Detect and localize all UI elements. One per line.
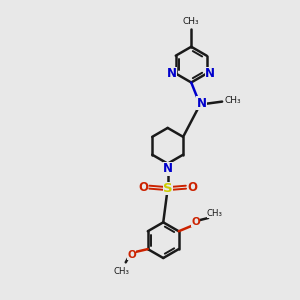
Text: S: S (163, 182, 172, 195)
Text: O: O (188, 181, 197, 194)
Text: CH₃: CH₃ (207, 209, 223, 218)
Text: O: O (138, 181, 148, 194)
Text: CH₃: CH₃ (183, 17, 200, 26)
Text: CH₃: CH₃ (113, 267, 129, 276)
Text: N: N (167, 67, 177, 80)
Text: N: N (205, 67, 215, 80)
Text: O: O (127, 250, 136, 260)
Text: N: N (196, 97, 206, 110)
Text: N: N (163, 162, 173, 176)
Text: O: O (191, 217, 200, 227)
Text: CH₃: CH₃ (224, 96, 241, 105)
